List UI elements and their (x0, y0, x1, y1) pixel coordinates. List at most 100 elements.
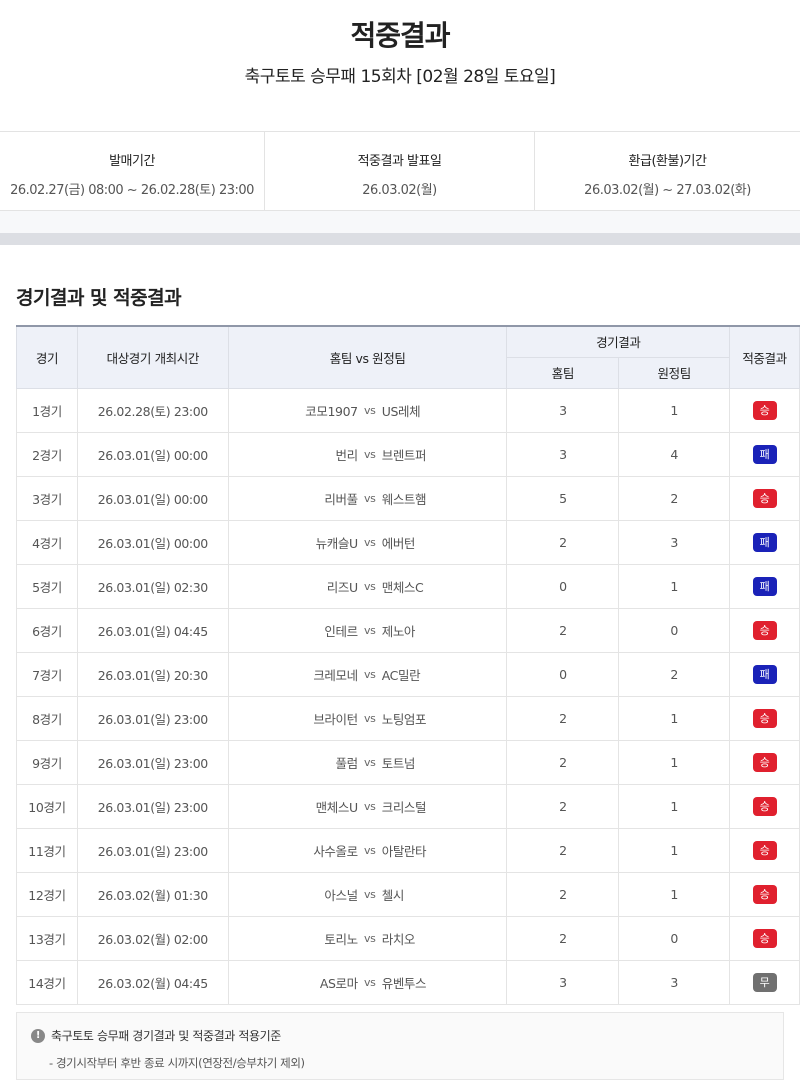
table-row: 3경기 26.03.01(일) 00:00 리버풀 vs 웨스트햄 5 2 승 (16, 475, 800, 521)
home-team: 리즈U (326, 579, 358, 595)
matchup: 뉴캐슬U vs 에버턴 (227, 519, 508, 565)
notice-heading: 축구토토 승무패 경기결과 및 적중결과 적용기준 (51, 1029, 281, 1043)
home-team: 리버풀 (324, 491, 358, 507)
game-time: 26.03.01(일) 00:00 (76, 519, 229, 565)
vs-label: vs (363, 975, 376, 989)
home-score: 2 (506, 607, 620, 653)
game-time: 26.03.02(월) 04:45 (76, 959, 229, 1005)
away-score: 3 (618, 959, 731, 1005)
away-score: 3 (618, 519, 731, 565)
away-score: 1 (618, 871, 731, 917)
game-number: 8경기 (16, 695, 78, 741)
table-row: 4경기 26.03.01(일) 00:00 뉴캐슬U vs 에버턴 2 3 패 (16, 519, 800, 565)
vs-label: vs (363, 579, 376, 593)
result-badge: 승 (752, 488, 777, 508)
home-team: 코모1907 (305, 403, 358, 419)
hit-result: 승 (729, 783, 800, 829)
away-team: 토트넘 (381, 755, 416, 771)
home-score: 2 (506, 783, 620, 829)
results-table: 경기 대상경기 개최시간 홈팀 vs 원정팀 경기결과 적중결과 홈팀 원정팀 … (16, 325, 800, 1005)
home-score: 2 (506, 915, 620, 961)
home-team: 맨체스U (315, 799, 358, 815)
matchup: 브라이턴 vs 노팅엄포 (227, 695, 508, 741)
section-title: 경기결과 및 적중결과 (16, 287, 182, 309)
header-result: 경기결과 (506, 325, 731, 358)
away-score: 2 (618, 475, 731, 521)
result-badge: 승 (752, 752, 777, 772)
table-row: 2경기 26.03.01(일) 00:00 번리 vs 브렌트퍼 3 4 패 (16, 431, 800, 477)
game-time: 26.03.01(일) 02:30 (76, 563, 229, 609)
divider (0, 233, 800, 245)
table-row: 9경기 26.03.01(일) 23:00 풀럼 vs 토트넘 2 1 승 (16, 739, 800, 785)
away-team: 웨스트햄 (381, 491, 427, 507)
result-badge: 승 (752, 884, 777, 904)
vs-label: vs (363, 755, 376, 769)
result-badge: 승 (752, 928, 777, 948)
hit-result: 승 (729, 475, 800, 521)
away-team: 아탈란타 (381, 843, 427, 859)
hit-result: 승 (729, 871, 800, 917)
home-score: 5 (506, 475, 620, 521)
matchup: 아스널 vs 첼시 (227, 871, 508, 917)
away-team: 에버턴 (381, 535, 416, 551)
home-score: 0 (506, 651, 620, 697)
hit-result: 승 (729, 387, 800, 433)
header-hit: 적중결과 (729, 325, 800, 389)
matchup: 번리 vs 브렌트퍼 (227, 431, 508, 477)
game-time: 26.03.01(일) 23:00 (76, 739, 229, 785)
matchup: 크레모네 vs AC밀란 (227, 651, 508, 697)
home-team: 번리 (335, 447, 359, 463)
home-team: 아스널 (324, 887, 358, 903)
vs-label: vs (363, 403, 376, 417)
page-title: 적중결과 (350, 19, 450, 52)
result-badge: 승 (752, 400, 777, 420)
home-team: 크레모네 (313, 667, 358, 683)
game-number: 10경기 (16, 783, 78, 829)
hit-result: 패 (729, 431, 800, 477)
matchup: 리버풀 vs 웨스트햄 (227, 475, 508, 521)
result-badge: 패 (752, 444, 777, 464)
table-row: 10경기 26.03.01(일) 23:00 맨체스U vs 크리스털 2 1 승 (16, 783, 800, 829)
game-time: 26.03.01(일) 23:00 (76, 695, 229, 741)
matchup: 리즈U vs 맨체스C (227, 563, 508, 609)
game-time: 26.03.02(월) 02:00 (76, 915, 229, 961)
home-score: 3 (506, 431, 620, 477)
game-time: 26.03.01(일) 23:00 (76, 783, 229, 829)
header-away-score: 원정팀 (618, 356, 731, 389)
game-number: 6경기 (16, 607, 78, 653)
game-number: 9경기 (16, 739, 78, 785)
header-home-score: 홈팀 (506, 356, 620, 389)
table-row: 8경기 26.03.01(일) 23:00 브라이턴 vs 노팅엄포 2 1 승 (16, 695, 800, 741)
home-score: 2 (506, 827, 620, 873)
away-team: 맨체스C (381, 579, 424, 595)
away-score: 1 (618, 563, 731, 609)
table-row: 7경기 26.03.01(일) 20:30 크레모네 vs AC밀란 0 2 패 (16, 651, 800, 697)
table-row: 1경기 26.02.28(토) 23:00 코모1907 vs US레체 3 1 승 (16, 387, 800, 433)
header-time: 대상경기 개최시간 (76, 325, 229, 389)
vs-label: vs (363, 623, 376, 637)
away-team: 크리스털 (381, 799, 427, 815)
info-value: 26.02.27(금) 08:00 ~ 26.02.28(토) 23:00 (10, 183, 254, 198)
result-badge: 승 (752, 840, 777, 860)
hit-result: 승 (729, 915, 800, 961)
result-badge: 승 (752, 796, 777, 816)
divider (0, 211, 800, 233)
away-score: 0 (618, 915, 731, 961)
table-row: 6경기 26.03.01(일) 04:45 인테르 vs 제노아 2 0 승 (16, 607, 800, 653)
home-score: 2 (506, 871, 620, 917)
away-team: 라치오 (381, 931, 416, 947)
home-score: 2 (506, 739, 620, 785)
away-score: 1 (618, 783, 731, 829)
away-score: 4 (618, 431, 731, 477)
table-row: 11경기 26.03.01(일) 23:00 사수올로 vs 아탈란타 2 1 승 (16, 827, 800, 873)
home-team: 풀럼 (335, 755, 359, 771)
result-badge: 패 (752, 664, 777, 684)
matchup: AS로마 vs 유벤투스 (227, 959, 508, 1005)
vs-label: vs (363, 799, 376, 813)
home-score: 2 (506, 695, 620, 741)
hit-result: 무 (729, 959, 800, 1005)
away-team: US레체 (381, 403, 421, 419)
game-number: 3경기 (16, 475, 78, 521)
result-badge: 승 (752, 620, 777, 640)
result-badge: 승 (752, 708, 777, 728)
